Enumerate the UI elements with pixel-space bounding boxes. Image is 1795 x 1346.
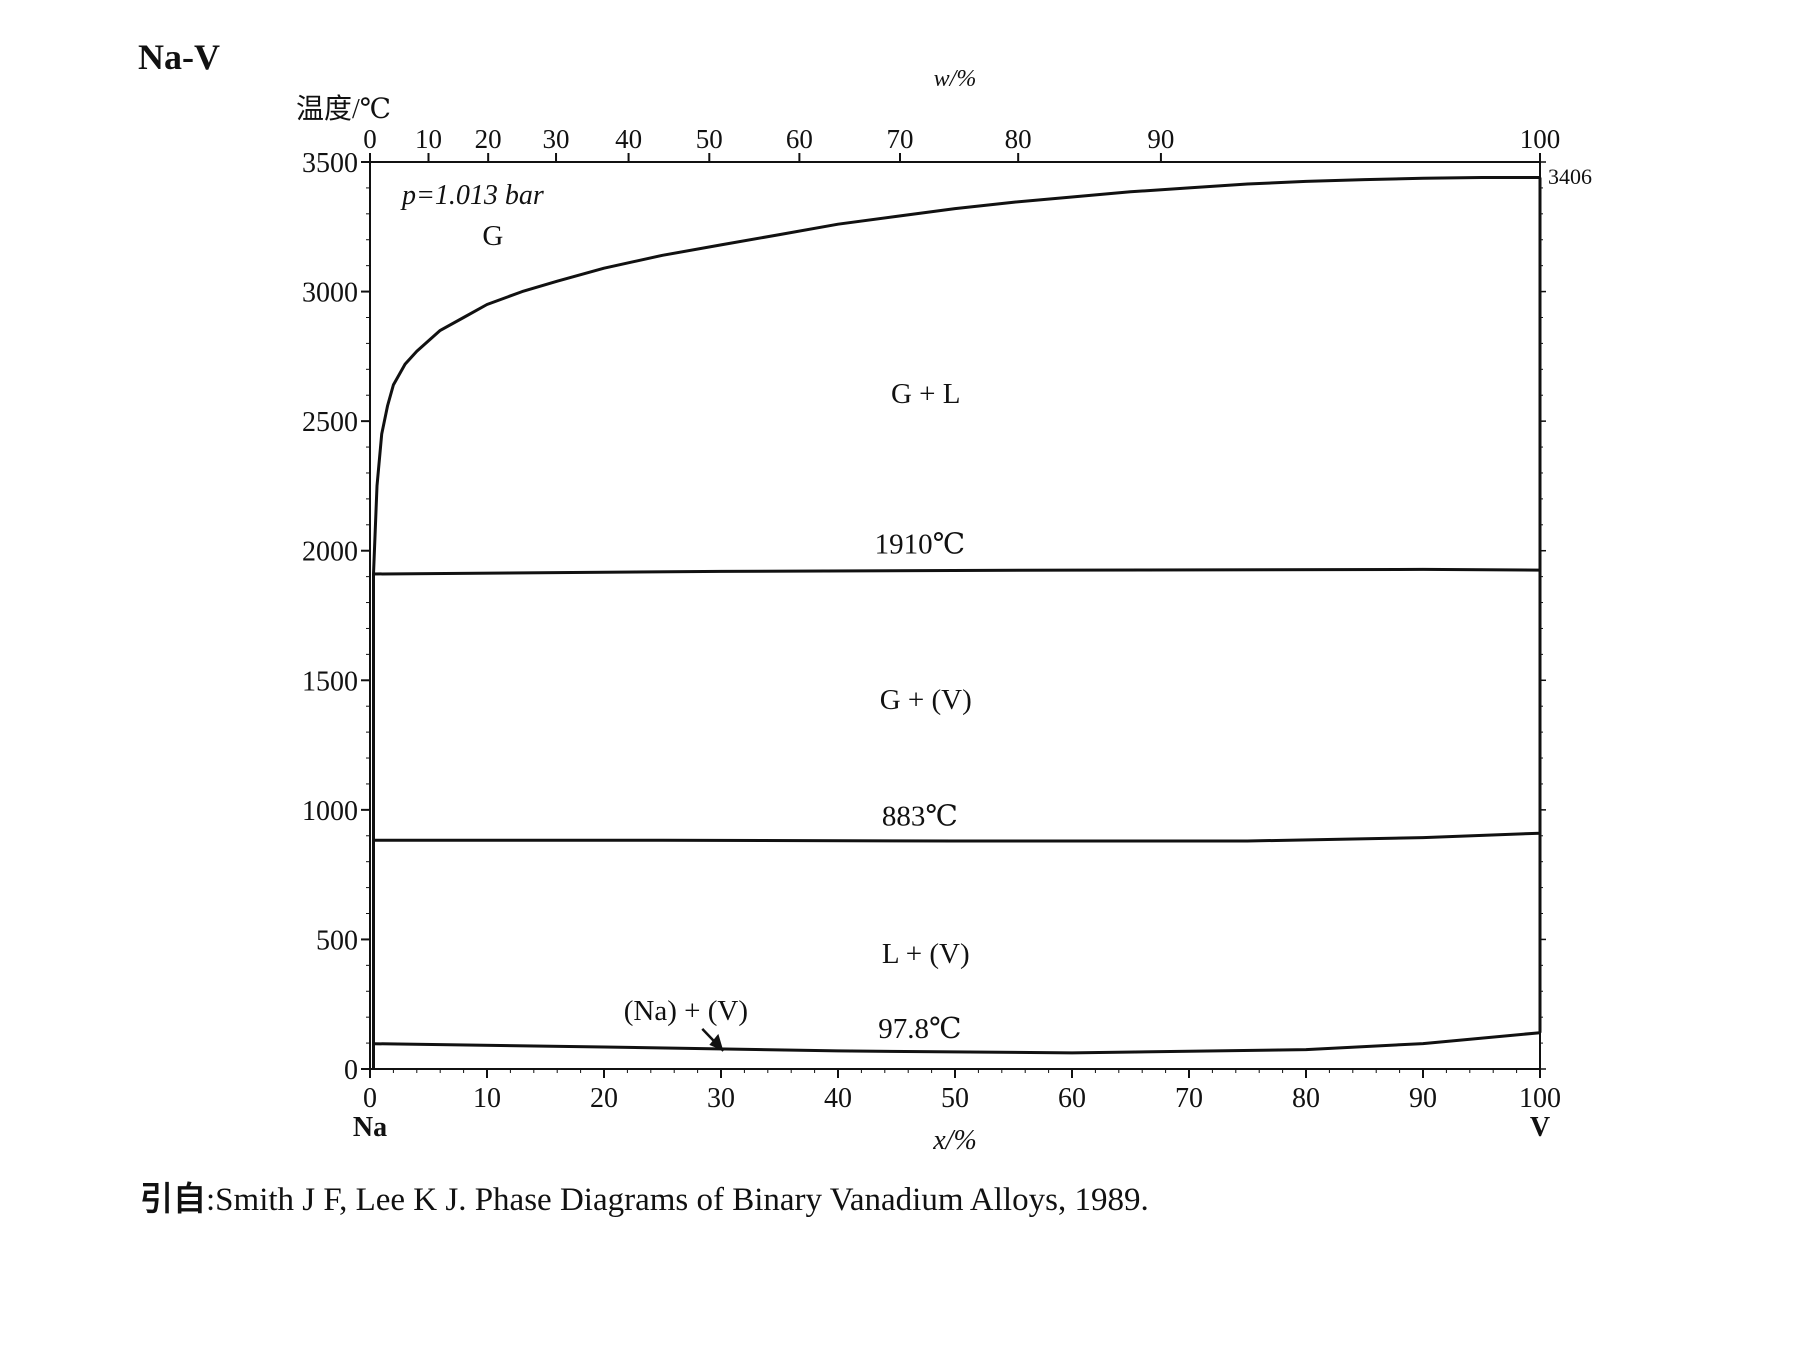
y-axis-ticks: 0 500 1000 1500 2000 2500 3000 3500 [302, 148, 1546, 1086]
top-tick-label: 20 [475, 124, 502, 154]
x-tick-label: 20 [590, 1083, 618, 1114]
x-axis-ticks: 0 10 20 30 40 50 60 70 80 90 100 [363, 1069, 1561, 1114]
citation-text: :Smith J F, Lee K J. Phase Diagrams of B… [206, 1182, 1149, 1218]
x-tick-label: 60 [1058, 1083, 1086, 1114]
left-element-label: Na [353, 1112, 387, 1143]
region-label: G + (V) [880, 684, 972, 716]
y-tick-label: 1500 [302, 666, 358, 697]
top-axis-title: w/% [934, 66, 977, 92]
citation-prefix: 引自 [140, 1179, 206, 1218]
top-axis-ticks: 0 10 20 30 40 50 60 70 80 90 100 [363, 124, 1560, 162]
y-tick-label: 2500 [302, 407, 358, 438]
top-tick-label: 50 [696, 124, 723, 154]
axis-labels: p=1.013 bar 温度/℃ x/% w/% Na V 3406 [296, 66, 1592, 1156]
region-label: (Na) + (V) [624, 995, 748, 1027]
phase-boundary-line [373, 831, 1541, 843]
figure-title: Na-V [138, 37, 220, 77]
citation-caption: 引自:Smith J F, Lee K J. Phase Diagrams of… [140, 1172, 1149, 1220]
y-tick-label: 3500 [302, 148, 358, 179]
phase-boundaries [372, 176, 1542, 1069]
x-tick-label: 90 [1409, 1083, 1437, 1114]
x-tick-label: 50 [941, 1083, 969, 1114]
phase-boundary-line [373, 567, 1541, 576]
region-label: 1910℃ [875, 528, 965, 560]
top-tick-label: 60 [786, 124, 813, 154]
y-tick-label: 0 [344, 1055, 358, 1086]
x-tick-label: 100 [1519, 1083, 1561, 1114]
top-tick-label: 40 [615, 124, 642, 154]
top-tick-label: 70 [887, 124, 914, 154]
plot-frame [369, 161, 1541, 1070]
region-label: G + L [891, 378, 961, 410]
right-element-label: V [1530, 1112, 1550, 1143]
top-tick-label: 0 [363, 124, 377, 154]
top-tick-label: 30 [543, 124, 570, 154]
pressure-label: p=1.013 bar [400, 180, 544, 211]
top-tick-label: 100 [1520, 124, 1561, 154]
region-label: L + (V) [882, 938, 970, 970]
right-top-label: 3406 [1548, 164, 1592, 189]
x-tick-label: 40 [824, 1083, 852, 1114]
region-label: 97.8℃ [878, 1013, 961, 1045]
y-tick-label: 500 [316, 925, 358, 956]
x-tick-label: 80 [1292, 1083, 1320, 1114]
y-axis-title: 温度/℃ [296, 93, 391, 125]
y-tick-label: 3000 [302, 278, 358, 309]
x-tick-label: 30 [707, 1083, 735, 1114]
top-tick-label: 10 [415, 124, 442, 154]
y-tick-label: 2000 [302, 537, 358, 568]
x-tick-label: 0 [363, 1083, 377, 1114]
phase-boundary-line [373, 1031, 1541, 1055]
phase-boundary-line [372, 176, 1540, 575]
top-tick-label: 90 [1147, 124, 1174, 154]
x-tick-label: 70 [1175, 1083, 1203, 1114]
top-tick-label: 80 [1005, 124, 1032, 154]
y-tick-label: 1000 [302, 796, 358, 827]
annotation-arrowhead [709, 1033, 724, 1051]
x-tick-label: 10 [473, 1083, 501, 1114]
region-label: 883℃ [882, 800, 958, 832]
region-labels: G G + L 1910℃ G + (V) 883℃ L + (V) 97.8℃ (Na) +… [482, 220, 971, 1045]
x-axis-title: x/% [932, 1125, 977, 1156]
region-label: G [482, 220, 503, 252]
